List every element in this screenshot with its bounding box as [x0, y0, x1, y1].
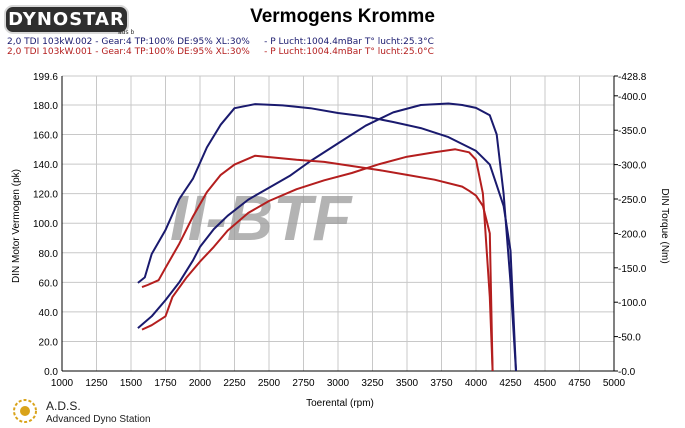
legend-entry-red: 2,0 TDI 103kW.001 - Gear:4 TP:100% DE:95…: [7, 47, 434, 57]
x-tick-label: 2250: [223, 378, 246, 389]
y-tick-label: 40.0: [39, 308, 59, 319]
y-tick-label: 0.0: [44, 367, 58, 378]
y-tick-label: 180.0: [33, 101, 58, 112]
y-tick-label: 80.0: [39, 249, 59, 260]
y2-tick-label: -0.0: [618, 367, 636, 378]
dynostar-logo: DYNOSTAR: [4, 5, 129, 34]
y2-axis-label: DIN Torque (Nm): [659, 188, 670, 263]
x-tick-label: 4250: [499, 378, 522, 389]
logo-text: DYNOSTAR: [8, 9, 125, 30]
x-tick-label: 3750: [430, 378, 453, 389]
y2-tick-label: -150.0: [618, 264, 647, 275]
y2-tick-label: -250.0: [618, 195, 647, 206]
x-tick-label: 2750: [292, 378, 315, 389]
series-line-4: [141, 154, 494, 372]
chart-axes: [61, 75, 618, 372]
y2-tick-label: -100.0: [618, 298, 647, 309]
y2-tick-label: -428.8: [618, 72, 647, 83]
x-tick-label: 5000: [603, 378, 626, 389]
ads-brand: A.D.S.: [46, 399, 81, 413]
x-tick-label: 3250: [361, 378, 384, 389]
chart-series: [137, 102, 517, 372]
series-line-1: [137, 102, 517, 372]
btf-watermark: II-BTF: [170, 182, 353, 254]
watermark-text: II-BTF: [170, 182, 353, 254]
x-tick-label: 4000: [465, 378, 488, 389]
series-line-3: [141, 148, 494, 372]
x-tick-label: 3000: [327, 378, 350, 389]
y2-tick-label: -350.0: [618, 126, 647, 137]
y-axis-label: DIN Motor Vermogen (pk): [11, 169, 22, 283]
y2-tick-label: -300.0: [618, 161, 647, 172]
y-tick-label: 100.0: [33, 219, 58, 230]
y-tick-label: 199.6: [33, 72, 58, 83]
x-tick-label: 1000: [51, 378, 74, 389]
ads-subtitle: Advanced Dyno Station: [46, 414, 151, 425]
y-tick-label: 160.0: [33, 131, 58, 142]
ads-logo-icon: [13, 399, 37, 423]
y-tick-label: 120.0: [33, 190, 58, 201]
x-tick-label: 4750: [568, 378, 591, 389]
x-tick-label: 1750: [154, 378, 177, 389]
logo-subtext: ads b: [118, 29, 135, 36]
x-tick-label: 2500: [258, 378, 281, 389]
x-tick-label: 4500: [534, 378, 557, 389]
y-tick-label: 20.0: [39, 337, 59, 348]
x-tick-label: 1500: [120, 378, 143, 389]
x-tick-label: 2000: [189, 378, 212, 389]
x-tick-label: 3500: [396, 378, 419, 389]
y2-tick-label: -400.0: [618, 92, 647, 103]
chart-title: Vermogens Kromme: [250, 6, 435, 27]
y2-tick-label: -50.0: [618, 333, 641, 344]
x-tick-label: 1250: [85, 378, 108, 389]
y2-tick-label: -200.0: [618, 229, 647, 240]
y-tick-label: 140.0: [33, 160, 58, 171]
x-axis-label: Toerental (rpm): [306, 398, 374, 409]
legend-entry-blue: 2,0 TDI 103kW.002 - Gear:4 TP:100% DE:95…: [7, 37, 434, 47]
chart-ticks: 1000 1250 1500 1750 2000 2250 2500 2750 3000 3250…: [33, 72, 647, 389]
y-tick-label: 60.0: [39, 278, 59, 289]
series-line-2: [137, 103, 517, 372]
